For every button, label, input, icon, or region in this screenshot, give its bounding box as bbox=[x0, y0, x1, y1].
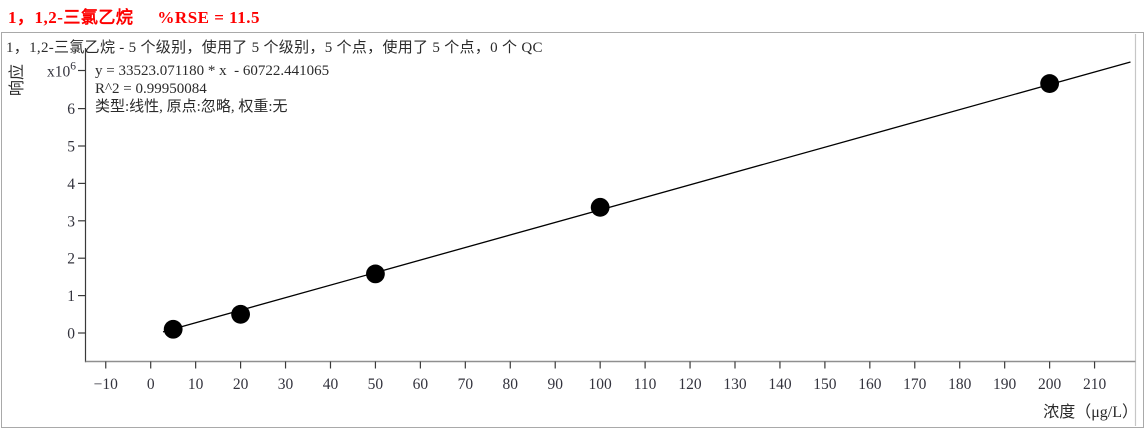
y-tick-label: 3 bbox=[67, 213, 75, 230]
x-tick-label: 110 bbox=[634, 376, 657, 393]
fit-type-info: 类型:线性, 原点:忽略, 权重:无 bbox=[95, 99, 288, 115]
fit-annotation: y = 33523.071180 * x - 60722.441065 R^2 … bbox=[95, 62, 329, 116]
x-tick-label: 130 bbox=[723, 376, 747, 393]
x-tick-label: 140 bbox=[768, 376, 792, 393]
chart-subtitle: 1，1,2-三氯乙烷 - 5 个级别，使用了 5 个级别，5 个点，使用了 5 … bbox=[6, 40, 543, 56]
y-tick-label: 4 bbox=[67, 176, 75, 193]
x-tick-label: 120 bbox=[678, 376, 702, 393]
y-tick-label: 5 bbox=[67, 139, 75, 156]
x-tick-label: 40 bbox=[323, 376, 339, 393]
chart-frame bbox=[1, 32, 1144, 428]
x-tick-label: 190 bbox=[993, 376, 1017, 393]
calibration-point[interactable] bbox=[590, 197, 610, 217]
y-tick-label: 2 bbox=[67, 251, 75, 268]
x-tick-label: 60 bbox=[413, 376, 429, 393]
x-tick-label: −10 bbox=[94, 376, 118, 393]
x-tick-label: 210 bbox=[1083, 376, 1107, 393]
x-tick-label: 160 bbox=[858, 376, 882, 393]
y-tick-label: 1 bbox=[67, 288, 75, 305]
x-tick-label: 150 bbox=[813, 376, 837, 393]
calibration-point[interactable] bbox=[1040, 74, 1060, 93]
rse-value: %RSE = 11.5 bbox=[157, 8, 260, 27]
x-tick-label: 30 bbox=[278, 376, 294, 393]
x-tick-label: 200 bbox=[1038, 376, 1062, 393]
x-tick-label: 180 bbox=[948, 376, 972, 393]
page-title: 1，1,2-三氯乙烷 %RSE = 11.5 bbox=[8, 3, 260, 28]
calibration-point[interactable] bbox=[231, 304, 250, 324]
calibration-point[interactable] bbox=[163, 319, 183, 339]
x-tick-label: 100 bbox=[589, 376, 613, 393]
y-tick-label: 6 bbox=[67, 101, 75, 118]
fit-equation: y = 33523.071180 * x - 60722.441065 bbox=[95, 63, 330, 79]
x-tick-label: 50 bbox=[368, 376, 384, 393]
x-tick-label: 90 bbox=[547, 376, 563, 393]
y-axis-unit-label: x106 bbox=[47, 61, 76, 81]
compound-name: 1，1,2-三氯乙烷 bbox=[8, 8, 134, 27]
x-tick-label: 170 bbox=[903, 376, 927, 393]
calibration-fit-line bbox=[162, 61, 1131, 333]
calibration-point[interactable] bbox=[366, 264, 385, 284]
x-tick-label: 0 bbox=[147, 376, 155, 393]
y-tick-label: 0 bbox=[67, 326, 75, 343]
x-tick-label: 10 bbox=[188, 376, 204, 393]
fit-r-squared: R^2 = 0.99950084 bbox=[95, 81, 207, 97]
x-tick-label: 20 bbox=[233, 376, 249, 393]
x-tick-label: 70 bbox=[458, 376, 474, 393]
x-tick-label: 80 bbox=[503, 376, 519, 393]
x-axis-label: 浓度（μg/L） bbox=[1043, 404, 1138, 421]
